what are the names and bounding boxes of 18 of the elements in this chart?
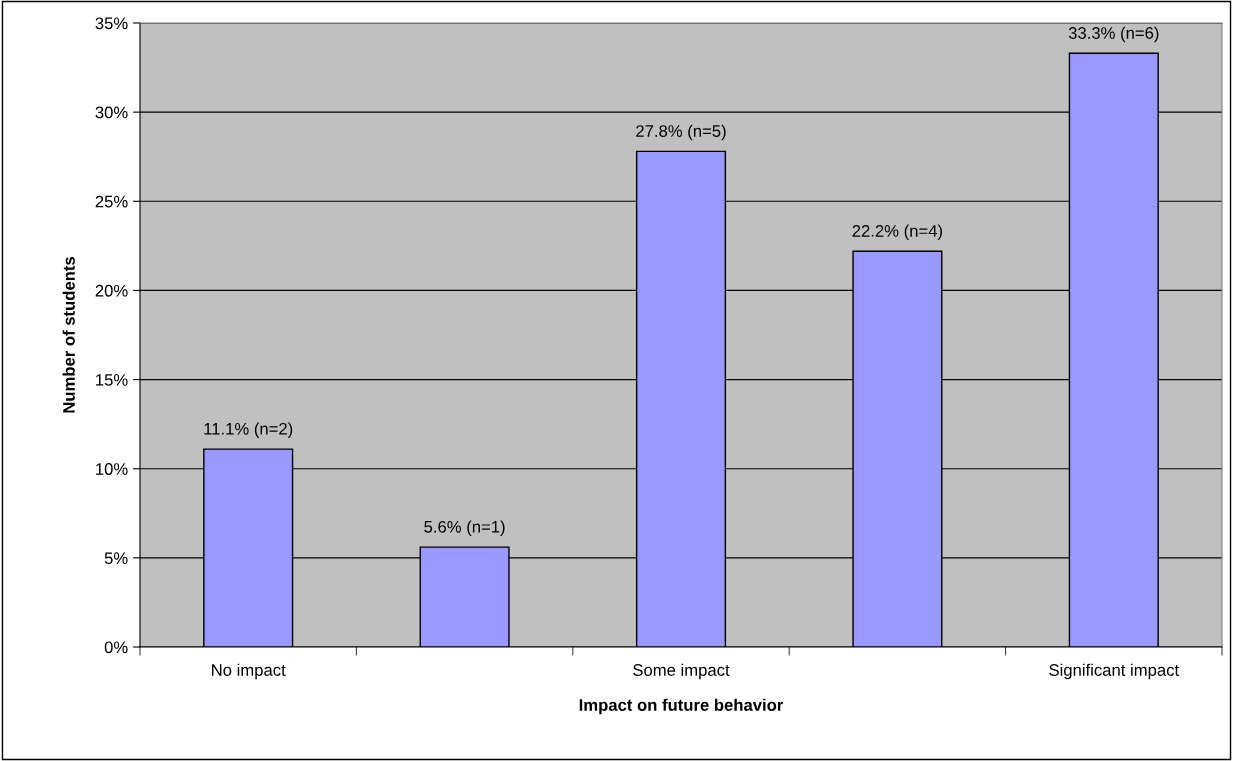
x-axis-title: Impact on future behavior: [579, 698, 784, 715]
y-tick-label: 30%: [95, 106, 128, 119]
y-axis-title: Number of students: [62, 256, 75, 413]
y-tick-label: 5%: [104, 552, 128, 565]
x-tick-label: Some impact: [633, 663, 730, 680]
x-tick-label: No impact: [212, 663, 286, 680]
data-label: 5.6% (n=1): [424, 520, 505, 537]
y-tick-label: 10%: [96, 463, 128, 475]
y-tick-label: 15%: [96, 374, 128, 386]
y-tick-label: 25%: [95, 195, 128, 208]
data-label: 33.3% (n=6): [1068, 26, 1159, 43]
y-tick-label: 0%: [104, 641, 128, 654]
y-tick-label: 20%: [95, 284, 128, 297]
data-label: 11.1% (n=2): [204, 422, 293, 438]
data-label: 27.8% (n=5): [636, 124, 726, 141]
x-tick-label: Significant impact: [1049, 663, 1179, 680]
y-tick-label: 35%: [95, 17, 128, 30]
data-label: 22.2% (n=4): [852, 224, 942, 241]
